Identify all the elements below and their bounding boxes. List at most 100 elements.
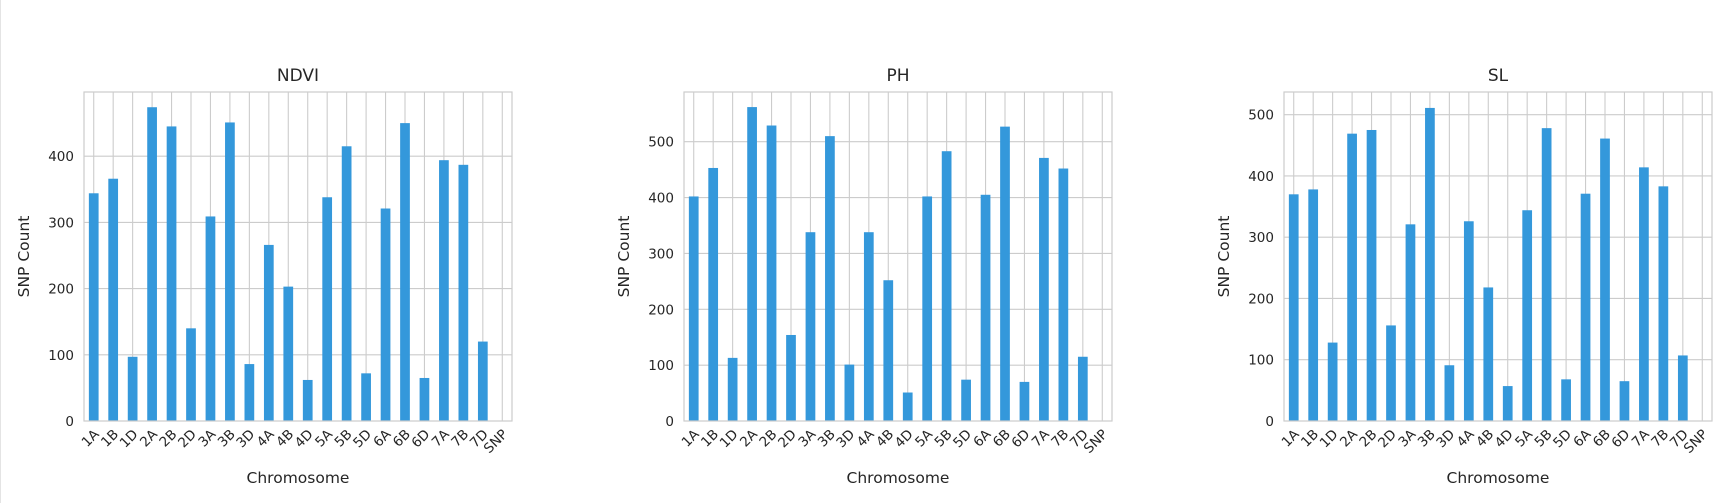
y-tick-label: 0 [65, 414, 74, 430]
bar-5D [1561, 379, 1571, 421]
bar-1B [108, 178, 119, 421]
x-axis-label: Chromosome [1447, 469, 1550, 487]
bar-3D [1444, 365, 1455, 421]
bar-4D [302, 379, 313, 421]
bar-3B [825, 136, 835, 422]
y-tick-label: 400 [1248, 169, 1274, 185]
y-tick-label: 500 [1248, 108, 1274, 124]
chart-title: SL [1488, 66, 1509, 86]
bar-7A [1639, 167, 1649, 421]
bar-1D [1327, 342, 1338, 421]
bar-3A [805, 232, 816, 421]
chart-panel-ndvi: 01002003004001A1B1D2A2B2D3A3B3D4A4B4D5A5… [15, 66, 513, 487]
bar-3B [225, 122, 235, 421]
bar-1A [1288, 194, 1299, 421]
y-axis-label: SNP Count [615, 216, 633, 298]
bar-5D [361, 373, 371, 421]
x-tick-label: SNP [1081, 427, 1111, 457]
y-tick-label: 0 [1265, 414, 1274, 430]
x-tick-label: SNP [481, 427, 511, 457]
bar-2D [186, 328, 196, 421]
chart-title: PH [886, 66, 909, 86]
bar-3A [1405, 224, 1416, 421]
chart-panel-sl: 01002003004005001A1B1D2A2B2D3A3B3D4A4B4D… [1215, 66, 1713, 487]
bar-7D [1077, 356, 1088, 421]
bar-4D [1502, 386, 1513, 421]
bar-6A [980, 194, 991, 421]
bar-2D [1386, 325, 1396, 421]
bar-2D [786, 334, 796, 421]
bar-7D [477, 341, 488, 421]
bar-5A [1522, 210, 1533, 421]
bar-4A [1463, 221, 1474, 421]
bar-5D [961, 379, 971, 421]
x-tick-label: SNP [1681, 427, 1711, 457]
bar-3A [205, 216, 216, 421]
bar-5B [1541, 128, 1552, 422]
bar-5A [322, 197, 333, 421]
bar-1D [127, 356, 138, 421]
bar-5B [341, 146, 352, 422]
bar-1A [88, 193, 99, 421]
bar-6B [1000, 126, 1010, 421]
bar-3D [244, 364, 255, 421]
y-tick-label: 0 [665, 414, 674, 430]
y-tick-label: 200 [48, 282, 74, 298]
plot-frame [683, 91, 1113, 422]
y-tick-label: 200 [1248, 291, 1274, 307]
y-axis-label: SNP Count [15, 216, 33, 298]
y-axis-label: SNP Count [1215, 216, 1233, 298]
y-tick-label: 500 [648, 135, 674, 151]
bar-2A [147, 107, 157, 422]
y-tick-label: 300 [48, 215, 74, 231]
y-tick-label: 100 [648, 358, 674, 374]
bar-1B [708, 167, 719, 421]
bar-3D [844, 364, 855, 421]
bar-7B [1658, 186, 1669, 421]
bar-5A [922, 196, 933, 421]
bar-7D [1677, 355, 1688, 421]
y-tick-label: 300 [1248, 230, 1274, 246]
bar-2B [1366, 129, 1377, 421]
bar-6B [400, 123, 410, 422]
y-tick-label: 400 [48, 149, 74, 165]
y-tick-label: 400 [648, 191, 674, 207]
bar-6D [1019, 381, 1030, 421]
y-tick-label: 200 [648, 302, 674, 318]
bar-4D [902, 392, 913, 421]
bar-6A [1580, 193, 1591, 421]
bar-2B [166, 126, 177, 421]
chart-panel-ph: 01002003004005001A1B1D2A2B2D3A3B3D4A4B4D… [615, 66, 1113, 487]
bar-6D [1619, 381, 1630, 421]
bar-4B [283, 286, 294, 421]
bar-1D [727, 357, 738, 421]
bar-2A [747, 107, 757, 422]
bar-6B [1600, 138, 1610, 421]
bar-1B [1308, 189, 1319, 421]
x-axis-label: Chromosome [247, 469, 350, 487]
bar-1A [688, 196, 699, 421]
y-tick-label: 100 [1248, 353, 1274, 369]
chart-title: NDVI [277, 66, 319, 86]
bar-4B [1483, 287, 1494, 421]
y-tick-label: 100 [48, 348, 74, 364]
bar-5B [941, 151, 952, 421]
x-axis-label: Chromosome [847, 469, 950, 487]
bar-7B [458, 164, 469, 421]
bar-4A [863, 232, 874, 421]
y-tick-label: 300 [648, 246, 674, 262]
bar-4B [883, 280, 894, 421]
bar-2A [1347, 133, 1357, 422]
bar-7B [1058, 168, 1069, 421]
bar-2B [766, 125, 777, 421]
bar-6A [380, 208, 391, 421]
bar-6D [419, 377, 430, 421]
plot-frame [83, 91, 513, 422]
bar-7A [1039, 157, 1049, 421]
plot-frame [1283, 91, 1713, 422]
bar-3B [1425, 107, 1435, 422]
bar-4A [263, 244, 274, 421]
bar-7A [439, 160, 449, 421]
